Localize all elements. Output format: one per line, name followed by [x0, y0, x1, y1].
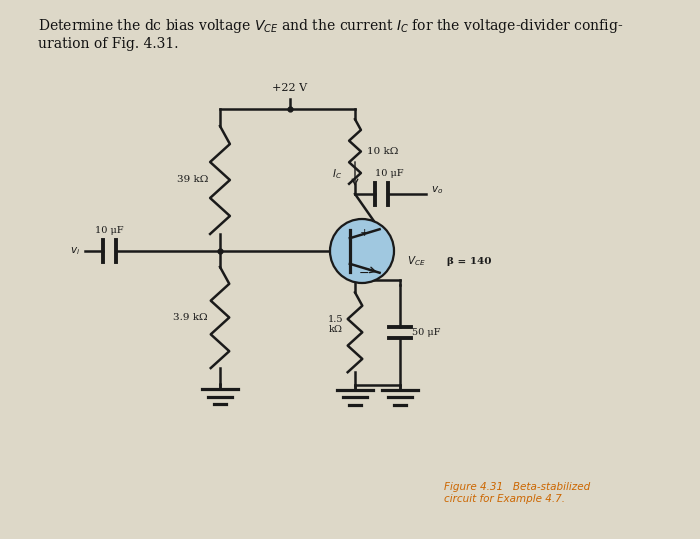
- Text: +: +: [359, 228, 369, 238]
- Text: −: −: [358, 266, 370, 280]
- Text: 1.5
kΩ: 1.5 kΩ: [328, 315, 343, 334]
- Text: $v_i$: $v_i$: [70, 245, 80, 257]
- Text: 10 μF: 10 μF: [95, 226, 124, 235]
- Text: 10 μF: 10 μF: [375, 169, 404, 178]
- Text: 10 kΩ: 10 kΩ: [367, 147, 398, 156]
- Text: 3.9 kΩ: 3.9 kΩ: [174, 313, 208, 322]
- Text: Determine the dc bias voltage $V_{CE}$ and the current $I_C$ for the voltage-div: Determine the dc bias voltage $V_{CE}$ a…: [38, 17, 624, 51]
- Text: $I_C$: $I_C$: [332, 167, 342, 181]
- Text: 50 μF: 50 μF: [412, 328, 440, 337]
- Text: 39 kΩ: 39 kΩ: [176, 176, 208, 184]
- Text: $v_o$: $v_o$: [431, 184, 443, 196]
- Text: +22 V: +22 V: [272, 83, 307, 93]
- Text: Figure 4.31   Beta-stabilized
circuit for Example 4.7.: Figure 4.31 Beta-stabilized circuit for …: [444, 482, 591, 504]
- Circle shape: [330, 219, 394, 283]
- Text: $V_{CE}$: $V_{CE}$: [407, 254, 426, 268]
- Text: β = 140: β = 140: [447, 257, 491, 266]
